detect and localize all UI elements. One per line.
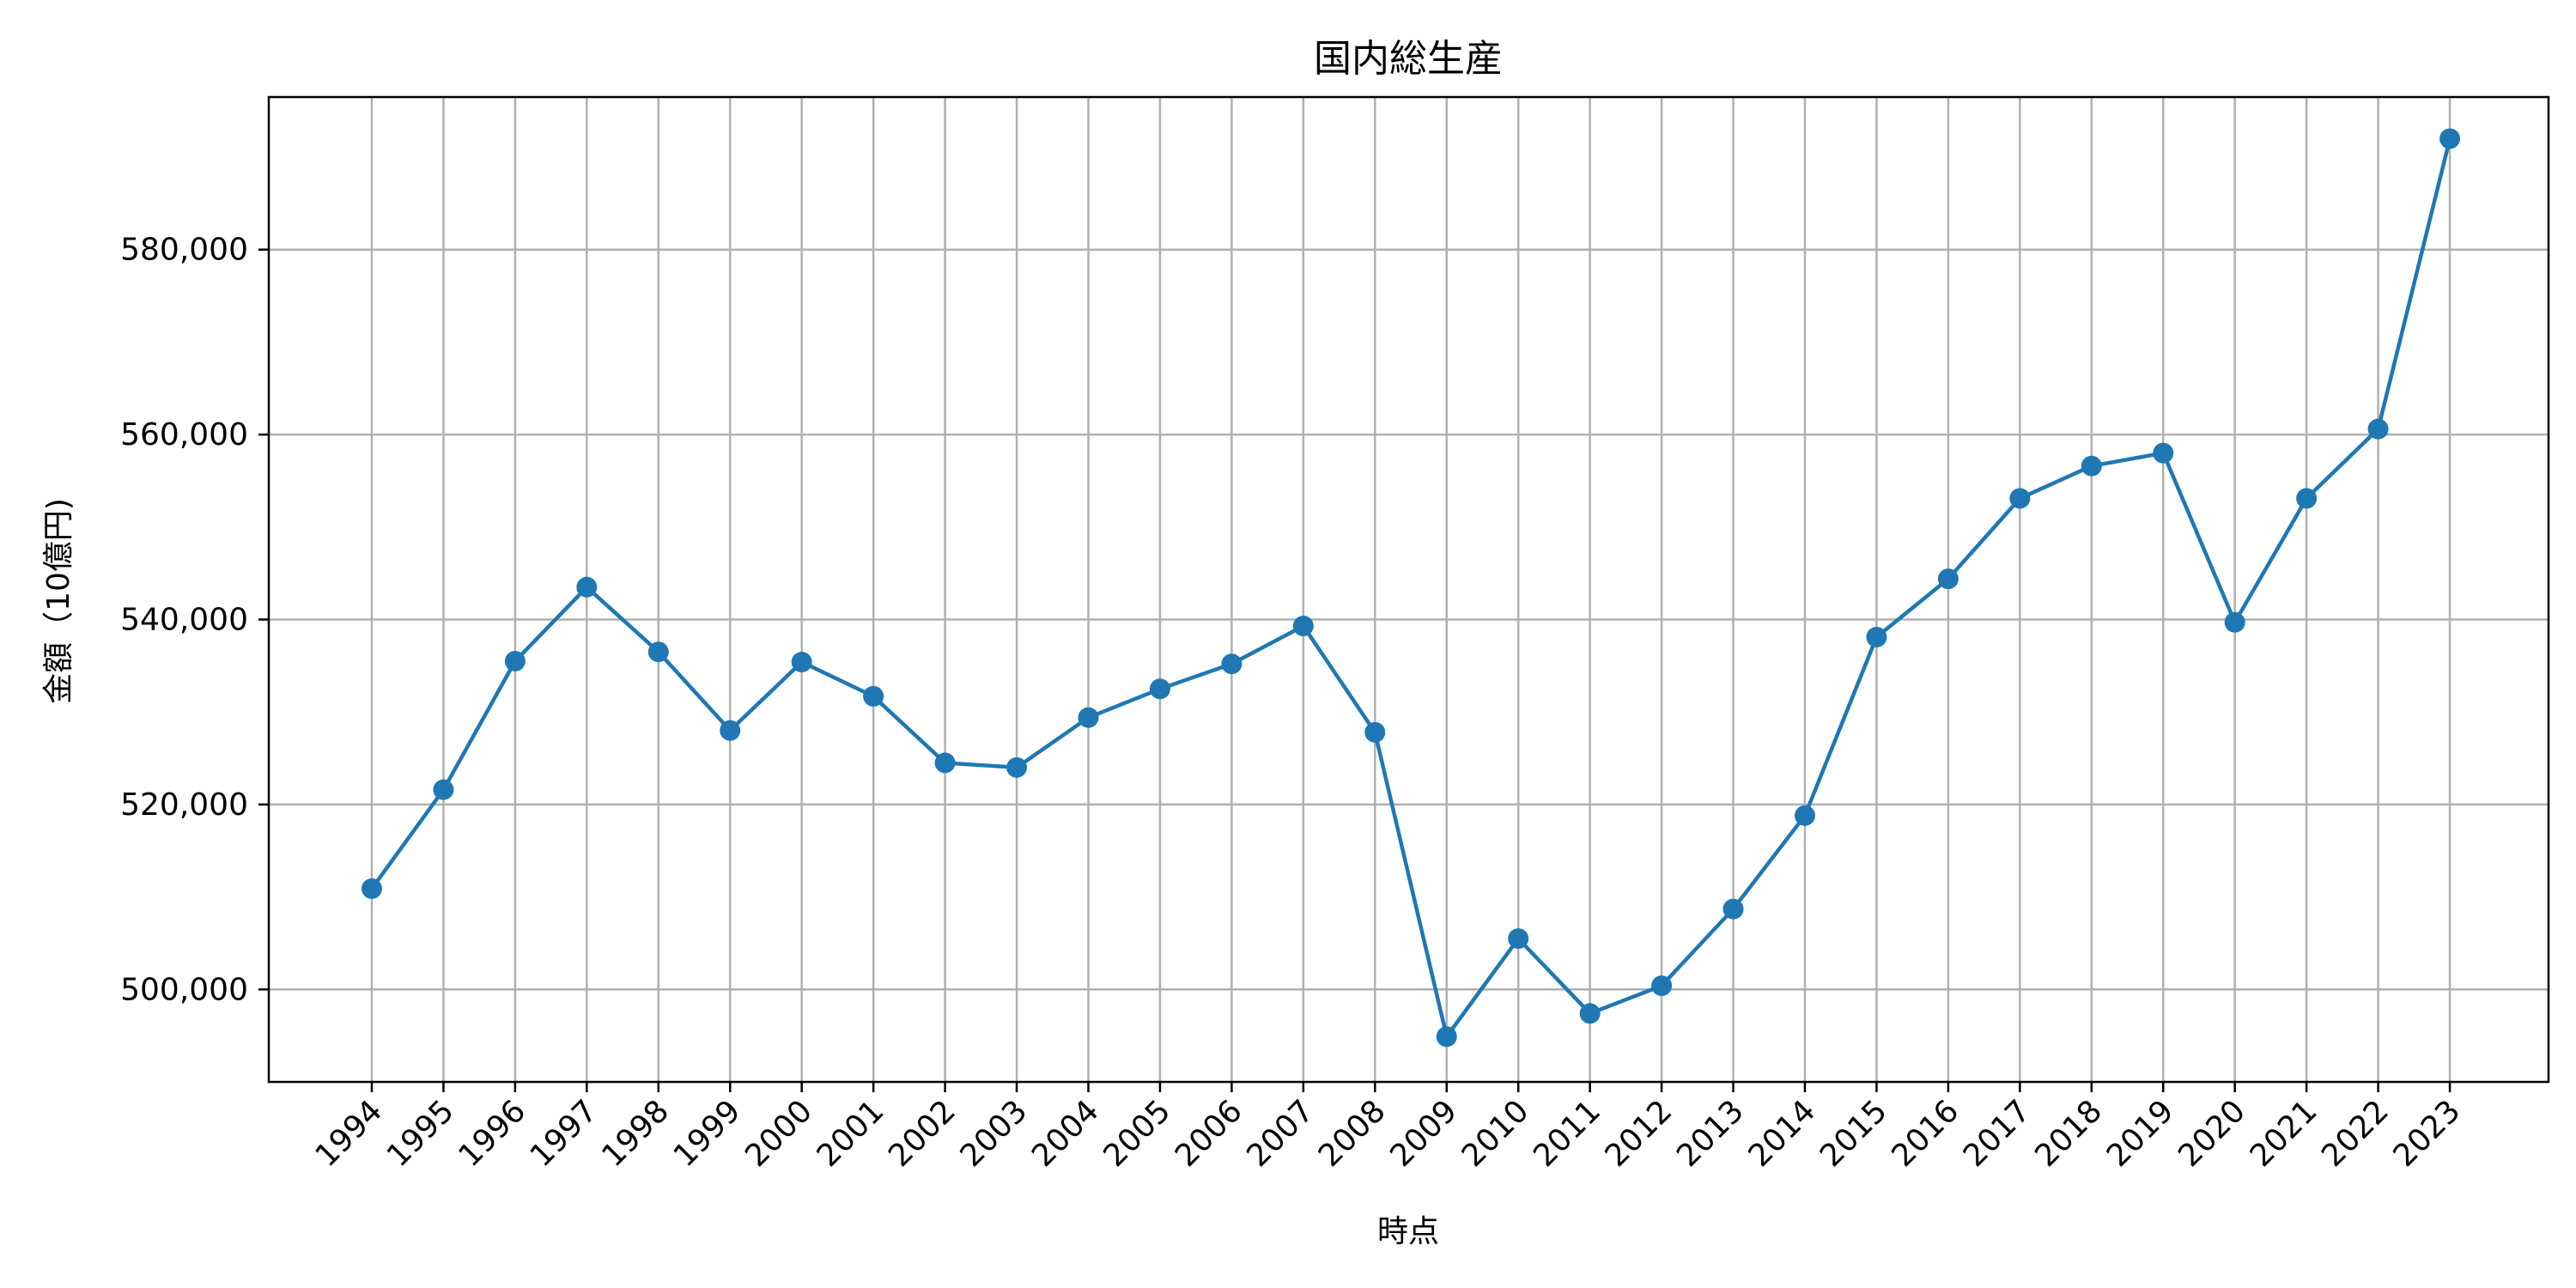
data-point	[2224, 611, 2245, 633]
series-markers	[361, 128, 2461, 1048]
data-point	[1292, 616, 1314, 637]
data-point	[1795, 805, 1815, 826]
data-point	[504, 650, 526, 671]
data-point	[1149, 678, 1170, 700]
grid-lines	[269, 97, 2549, 1082]
data-point	[2153, 442, 2174, 464]
data-point	[1651, 975, 1673, 996]
y-tick-label: 540,000	[120, 603, 248, 638]
data-point	[2439, 128, 2461, 149]
data-point	[576, 576, 598, 598]
data-point	[2296, 488, 2318, 509]
y-tick-label: 500,000	[120, 972, 248, 1007]
y-axis-label: 金額（10億円)	[41, 498, 76, 704]
data-point	[1221, 653, 1242, 675]
y-tick-label: 580,000	[120, 233, 248, 268]
series-line	[370, 137, 2452, 1042]
y-axis-ticks: 500,000 520,000 540,000 560,000 580,000	[120, 233, 269, 1007]
data-point	[863, 685, 884, 707]
data-point	[2081, 455, 2102, 477]
data-point	[791, 652, 812, 673]
data-point	[1436, 1026, 1457, 1048]
plot-frame	[267, 95, 2550, 1084]
data-point	[1364, 721, 1386, 743]
y-tick-label: 520,000	[120, 787, 248, 823]
data-point	[2367, 418, 2389, 440]
data-point	[720, 720, 741, 741]
data-point	[1866, 626, 1887, 647]
data-point	[1937, 568, 1959, 590]
data-point	[934, 752, 956, 774]
data-point	[433, 779, 454, 800]
data-point	[1508, 928, 1529, 950]
data-point	[2009, 488, 2031, 509]
x-axis-label: 時点	[1377, 1214, 1439, 1249]
data-point	[1078, 707, 1099, 728]
data-point	[647, 641, 669, 663]
data-point	[1579, 1003, 1601, 1024]
y-tick-label: 560,000	[120, 417, 248, 453]
chart-title: 国内総生産	[1314, 37, 1503, 81]
data-point	[361, 878, 382, 899]
data-point	[1722, 898, 1744, 920]
data-point	[1006, 756, 1028, 778]
